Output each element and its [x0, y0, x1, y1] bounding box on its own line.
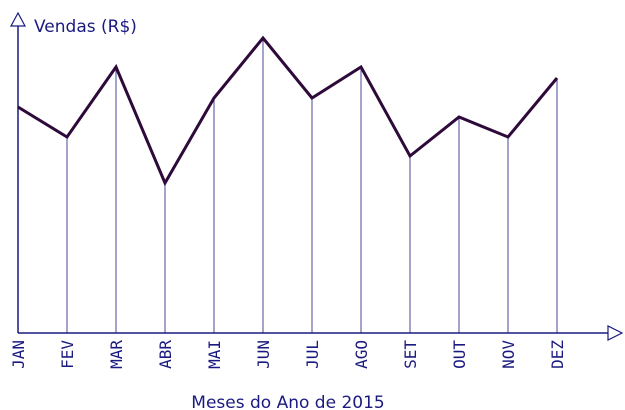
x-tick-label: SET	[401, 340, 420, 369]
x-tick-label: DEZ	[548, 340, 567, 369]
x-tick-label: JUL	[303, 340, 322, 369]
y-axis-arrow	[9, 11, 27, 27]
x-axis-arrow	[607, 325, 624, 341]
x-tick-label: ABR	[156, 340, 175, 369]
x-tick-label: OUT	[450, 340, 469, 369]
y-axis-title: Vendas (R$)	[34, 17, 137, 37]
x-tick-label: MAI	[205, 340, 224, 369]
x-tick-label: JUN	[254, 340, 273, 369]
x-axis-title: Meses do Ano de 2015	[191, 393, 384, 410]
sales-line	[17, 35, 559, 187]
x-tick-label: FEV	[58, 340, 77, 369]
x-tick-label: AGO	[352, 340, 371, 369]
x-tick-label: MAR	[107, 340, 126, 369]
x-tick-label: JAN	[9, 340, 28, 369]
x-tick-label: NOV	[499, 340, 518, 369]
